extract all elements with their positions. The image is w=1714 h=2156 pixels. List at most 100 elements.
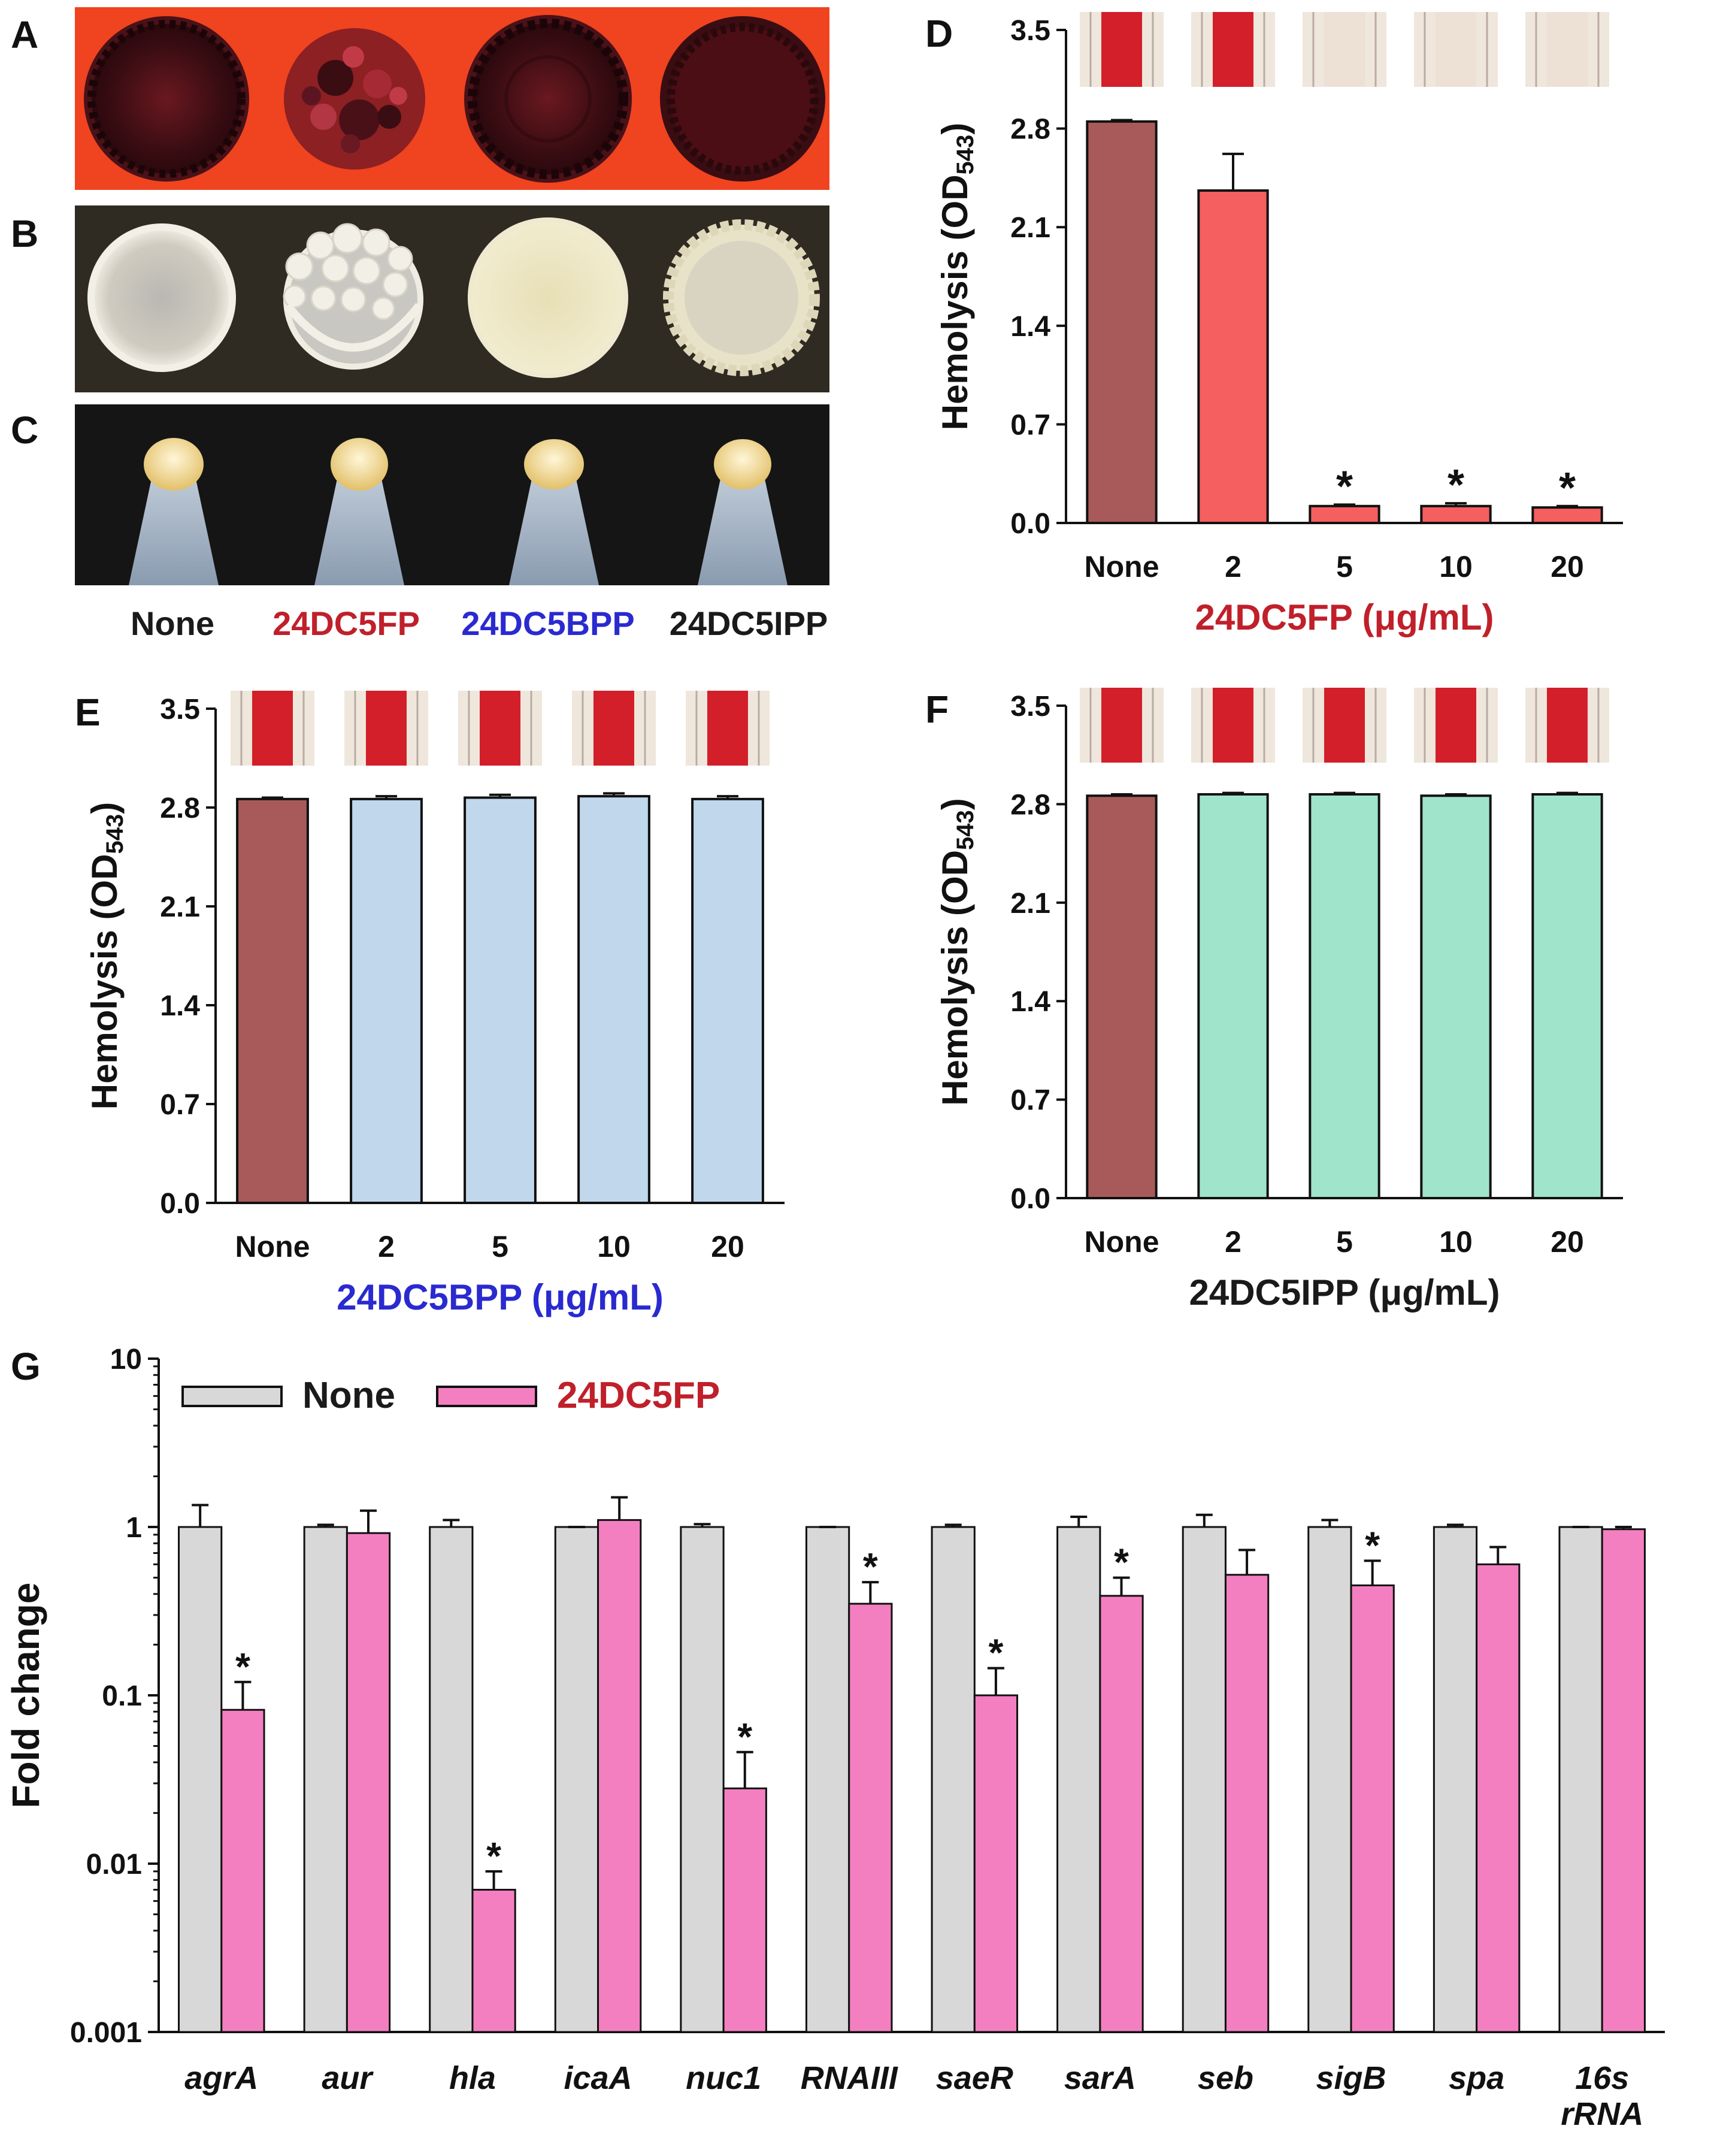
significance-star: * — [863, 1545, 878, 1588]
legend-swatch-none — [181, 1386, 283, 1407]
panel-letter-a: A — [11, 13, 38, 56]
y-tick-label: 3.5 — [160, 694, 200, 725]
bar-d-None — [1086, 120, 1158, 525]
tube-content — [1101, 12, 1142, 87]
bar-24dc5fp-16s-rRNA — [1601, 1528, 1646, 2033]
x-tick-label: 20 — [1551, 1225, 1584, 1259]
panel-letter-b: B — [11, 212, 38, 255]
bar-d-10 — [1420, 504, 1492, 524]
x-tick-label: 10 — [597, 1230, 631, 1263]
x-tick-label: 10 — [1439, 1225, 1473, 1259]
bar-e-20 — [691, 797, 764, 1205]
tube-content — [1436, 12, 1476, 87]
bar-24dc5fp-saeR — [973, 1694, 1019, 2033]
y-tick-label: 1.4 — [160, 990, 200, 1022]
x-tick-label: 5 — [1336, 1225, 1353, 1259]
x-axis-label: 24DC5IPP (μg/mL) — [1189, 1272, 1500, 1313]
panel-b: B — [11, 205, 829, 392]
colony-none — [84, 16, 249, 182]
x-tick-label: hla — [449, 2060, 496, 2096]
bar-e-2 — [350, 797, 423, 1205]
tube-c-none — [129, 438, 219, 585]
x-axis-label: 24DC5FP (μg/mL) — [1195, 597, 1494, 637]
colony-b-24dc5bpp — [468, 217, 628, 378]
photo-label-none: None — [131, 604, 214, 642]
tube-content — [480, 691, 520, 766]
x-tick-label: seb — [1198, 2060, 1253, 2096]
y-tick-label: 0.7 — [1010, 409, 1050, 441]
x-tick-label: None — [235, 1230, 310, 1263]
tube-content — [1547, 688, 1588, 763]
y-tick-label: 2.1 — [1010, 212, 1050, 244]
chart-panel-g: G 0.001 0.01 0.1 1 10 Fold change * agrA aur * hla i… — [4, 1344, 1665, 2132]
bar-none-sarA — [1056, 1526, 1101, 2033]
bar-24dc5fp-hla — [471, 1889, 516, 2033]
y-axis-label: Hemolysis (OD543) — [935, 123, 979, 431]
y-tick-label: 0.01 — [86, 1849, 142, 1880]
y-tick-label: 1.4 — [1010, 986, 1050, 1018]
y-tick-label: 2.1 — [1010, 888, 1050, 920]
bar-24dc5fp-sarA — [1099, 1595, 1144, 2033]
photo-label-24dc5ipp: 24DC5IPP — [670, 604, 828, 642]
legend-label-24dc5fp: 24DC5FP — [557, 1375, 720, 1416]
tube-content — [1213, 12, 1253, 87]
bar-24dc5fp-spa — [1476, 1563, 1521, 2033]
y-tick-label: 0.0 — [1010, 1183, 1050, 1215]
x-tick-label: 16s — [1575, 2060, 1629, 2096]
x-tick-label: sarA — [1064, 2060, 1136, 2096]
x-tick-label: 2 — [1225, 550, 1241, 583]
x-tick-label: 5 — [492, 1230, 508, 1263]
bar-f-None — [1086, 794, 1158, 1199]
bar-24dc5fp-RNAIII — [848, 1602, 893, 2033]
bar-none-icaA — [554, 1526, 599, 2033]
bar-none-aur — [303, 1526, 348, 2033]
y-tick-label: 3.5 — [1010, 15, 1050, 47]
bar-none-hla — [429, 1526, 474, 2033]
colony-24dc5ipp — [660, 16, 825, 182]
tube-content — [366, 691, 407, 766]
bar-none-RNAIII — [805, 1526, 850, 2033]
y-axis-label: Fold change — [4, 1583, 47, 1809]
x-axis-label: 24DC5BPP (μg/mL) — [337, 1277, 664, 1317]
significance-star: * — [486, 1834, 501, 1877]
chart-panel-e: E 0.0 0.7 1.4 2.1 2.8 3.5 Hemolysis (OD543) None… — [75, 691, 785, 1317]
y-tick-label: 3.5 — [1010, 691, 1050, 722]
colony-24dc5bpp — [464, 15, 632, 183]
significance-star: * — [1365, 1523, 1380, 1567]
y-tick-label: 0.1 — [102, 1680, 142, 1712]
photo-labels: None 24DC5FP 24DC5BPP 24DC5IPP — [131, 604, 828, 642]
tube-content — [1213, 688, 1253, 763]
panel-letter-d: D — [925, 12, 953, 55]
bar-e-None — [236, 797, 309, 1205]
colony-24dc5fp — [284, 28, 425, 170]
bar-24dc5fp-aur — [346, 1532, 391, 2033]
x-tick-label: None — [1085, 550, 1159, 583]
x-tick-label: agrA — [184, 2060, 258, 2096]
significance-star: * — [737, 1715, 752, 1758]
x-tick-label: RNAIII — [801, 2060, 898, 2096]
tube-c-24dc5ipp — [698, 439, 788, 585]
legend: None 24DC5FP — [181, 1375, 720, 1416]
bar-f-5 — [1309, 793, 1380, 1199]
panel-letter-g: G — [11, 1345, 41, 1388]
bar-none-spa — [1433, 1526, 1478, 2033]
x-tick-label: icaA — [564, 2060, 632, 2096]
x-tick-label: nuc1 — [686, 2060, 761, 2096]
y-tick-label: 1.4 — [1010, 311, 1050, 343]
x-tick-label: rRNA — [1561, 2096, 1643, 2132]
y-axis-label: Hemolysis (OD543) — [935, 798, 979, 1106]
bar-none-sigB — [1307, 1526, 1352, 2033]
significance-star: * — [1336, 462, 1353, 510]
bar-f-10 — [1420, 794, 1492, 1199]
photo-label-24dc5fp: 24DC5FP — [272, 604, 420, 642]
bar-none-agrA — [178, 1526, 223, 2033]
y-tick-label: 2.8 — [1010, 789, 1050, 821]
x-tick-label: sigB — [1316, 2060, 1386, 2096]
significance-star: * — [235, 1645, 250, 1688]
bar-e-5 — [464, 796, 537, 1204]
chart-panel-d: D 0.0 0.7 1.4 2.1 2.8 3.5 Hemolysis (OD543) None… — [925, 12, 1623, 637]
y-tick-label: 2.8 — [160, 793, 200, 824]
bar-none-saeR — [931, 1526, 976, 2033]
panel-letter-f: F — [925, 688, 949, 731]
